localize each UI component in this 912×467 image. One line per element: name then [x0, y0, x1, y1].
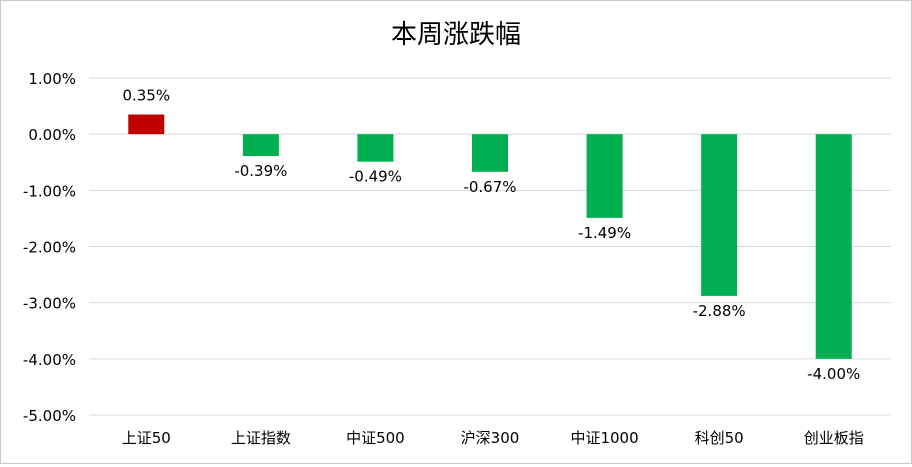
y-tick-label: -5.00%	[23, 407, 76, 425]
bars	[128, 114, 852, 359]
data-label: -4.00%	[807, 365, 860, 383]
x-tick-label: 中证500	[346, 429, 405, 447]
x-tick-label: 科创50	[695, 429, 744, 447]
bar	[128, 114, 165, 135]
y-tick-label: -4.00%	[23, 351, 76, 369]
bar	[701, 134, 738, 296]
bar	[242, 134, 279, 157]
x-tick-label: 创业板指	[804, 429, 864, 447]
y-tick-label: -1.00%	[23, 182, 76, 200]
data-label: -0.49%	[349, 168, 402, 186]
bar	[586, 134, 623, 218]
data-label: 0.35%	[122, 87, 170, 105]
y-tick-label: 1.00%	[28, 70, 76, 88]
x-tick-label: 沪深300	[461, 429, 520, 447]
x-tick-label: 中证1000	[570, 429, 638, 447]
x-tick-label: 上证50	[122, 429, 171, 447]
chart-title: 本周涨跌幅	[391, 20, 521, 50]
x-tick-label: 上证指数	[231, 429, 291, 447]
gridlines	[89, 77, 891, 416]
y-tick-label: 0.00%	[28, 126, 76, 144]
data-label: -1.49%	[578, 224, 631, 242]
y-tick-label: -3.00%	[23, 295, 76, 313]
data-labels: 0.35% -0.39% -0.49% -0.67% -1.49% -2.88% -4.00…	[122, 87, 860, 383]
bar	[357, 134, 394, 162]
y-tick-label: -2.00%	[23, 239, 76, 257]
x-axis-category-labels: 上证50 上证指数 中证500 沪深300 中证1000 科创50 创业板指	[122, 429, 864, 447]
bar	[815, 134, 852, 359]
bar	[472, 134, 508, 172]
data-label: -0.67%	[463, 178, 516, 196]
data-label: -0.39%	[234, 162, 287, 180]
data-label: -2.88%	[693, 302, 746, 320]
y-axis-tick-labels: 1.00% 0.00% -1.00% -2.00% -3.00% -4.00% -5.00%	[23, 70, 76, 425]
